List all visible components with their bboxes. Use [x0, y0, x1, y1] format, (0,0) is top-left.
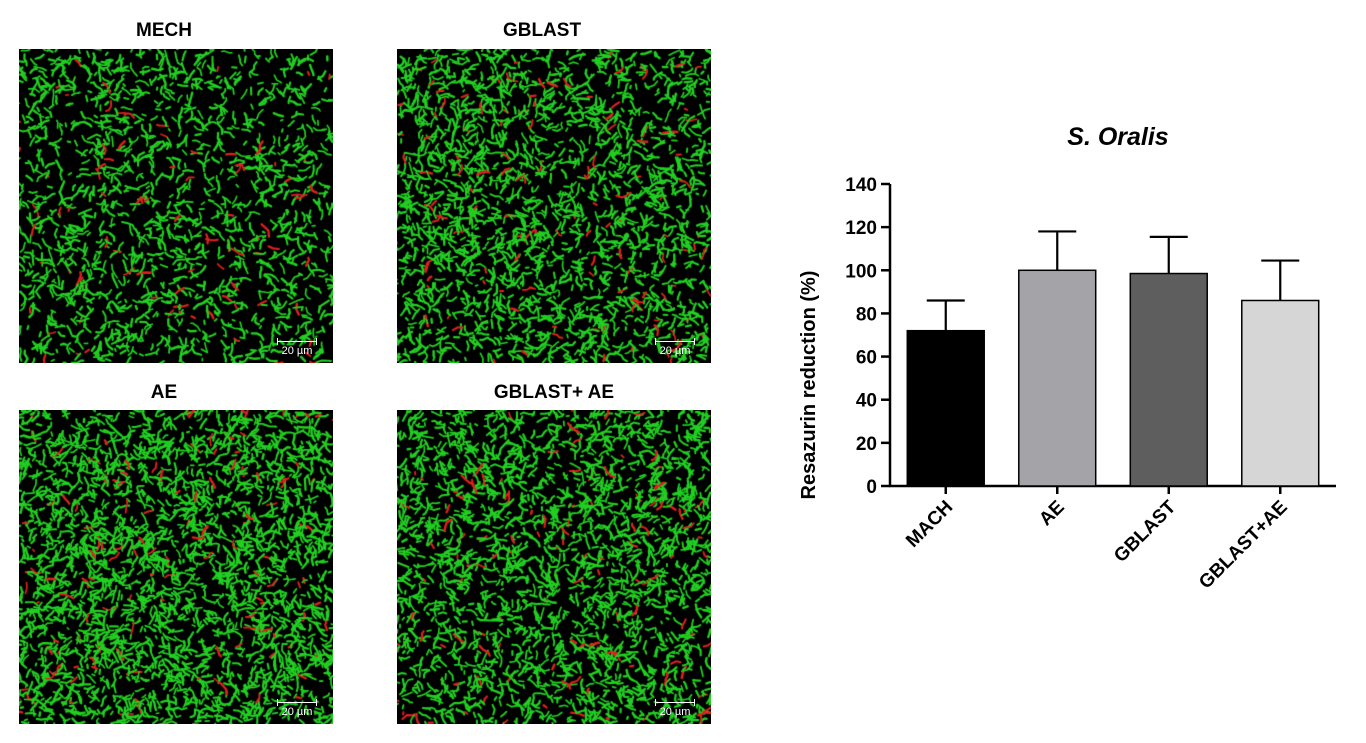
y-tick-label: 80 [856, 304, 877, 325]
scale-bar: 20 µm [277, 338, 317, 357]
bar-chart: S. Oralis Resazurin reduction (%) 0 20 40 6… [798, 123, 1336, 593]
x-tick-label: GBLAST [1110, 496, 1180, 566]
scale-bar-label: 20 µm [659, 706, 691, 718]
scale-bar: 20 µm [655, 699, 695, 718]
scale-bar-label: 20 µm [659, 345, 691, 357]
scale-bar-label: 20 µm [281, 706, 313, 718]
bar-gblast [1129, 272, 1208, 487]
micrograph-canvas [397, 410, 711, 724]
panel-title-gblast: GBLAST [502, 20, 582, 41]
scale-bar-label: 20 µm [281, 345, 313, 357]
micrograph-canvas [19, 49, 333, 363]
panel-title-ae: AE [150, 382, 178, 403]
y-tick-label: 120 [845, 218, 877, 239]
y-axis-label: Resazurin reduction (%) [798, 271, 820, 500]
bars [906, 230, 1320, 487]
y-tick-label: 100 [845, 261, 877, 282]
scale-bar: 20 µm [655, 338, 695, 357]
bar-gblast-ae [1241, 299, 1320, 487]
y-tick-label: 40 [856, 391, 877, 412]
panel-title-mech: MECH [136, 20, 192, 41]
micrograph-gblast-ae: 20 µm [397, 410, 711, 724]
micrograph-ae: 20 µm [19, 410, 333, 724]
x-tick-label: AE [1035, 497, 1069, 531]
bar-ae [1018, 269, 1097, 487]
scale-bar: 20 µm [277, 699, 317, 718]
chart-title: S. Oralis [1067, 123, 1169, 151]
y-tick-label: 0 [866, 477, 877, 498]
bar-mach [906, 329, 985, 487]
micrograph-canvas [19, 410, 333, 724]
x-tick-labels: MACH AE GBLAST GBLAST+AE [902, 496, 1292, 593]
y-tick-label: 140 [845, 175, 877, 196]
micrograph-mech: 20 µm [19, 49, 333, 363]
micrograph-canvas [397, 49, 711, 363]
panel-title-gblast-ae: GBLAST+ AE [493, 382, 615, 403]
micrograph-gblast: 20 µm [397, 49, 711, 363]
y-tick-label: 60 [856, 348, 877, 369]
y-tick-label: 20 [856, 434, 877, 455]
x-tick-label: GBLAST+AE [1195, 497, 1292, 594]
x-tick-label: MACH [902, 497, 957, 552]
